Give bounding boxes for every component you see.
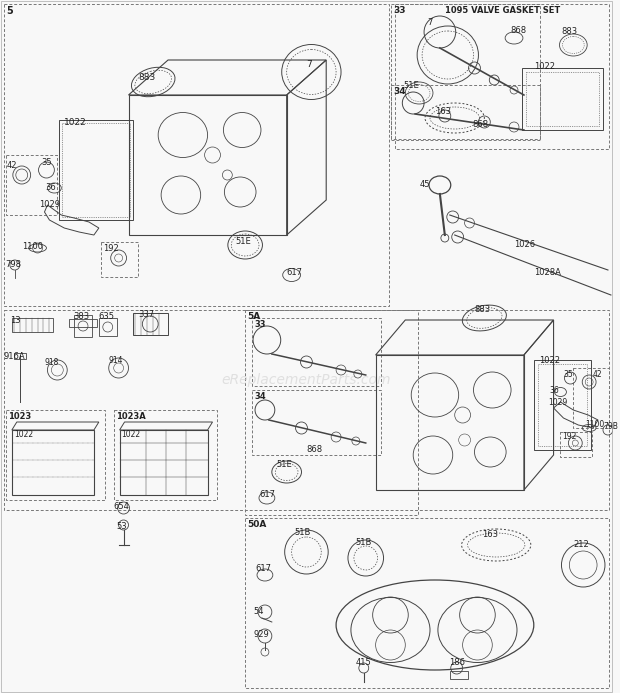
Bar bbox=[62, 123, 130, 217]
Text: 1029: 1029 bbox=[549, 398, 568, 407]
Bar bbox=[534, 360, 591, 450]
Bar bbox=[538, 364, 587, 446]
Bar bbox=[14, 353, 25, 359]
Bar bbox=[574, 368, 609, 428]
Text: 34: 34 bbox=[394, 87, 406, 96]
Text: 51E: 51E bbox=[277, 460, 293, 469]
Text: 1095 VALVE GASKET SET: 1095 VALVE GASKET SET bbox=[445, 6, 560, 15]
Text: 50A: 50A bbox=[247, 520, 267, 529]
Text: 617: 617 bbox=[255, 564, 271, 573]
Bar bbox=[450, 671, 467, 679]
Text: 192: 192 bbox=[562, 432, 577, 441]
Text: 635: 635 bbox=[99, 312, 115, 321]
Text: 1022: 1022 bbox=[122, 430, 141, 439]
Text: 916A: 916A bbox=[4, 352, 25, 361]
Bar bbox=[252, 318, 381, 386]
Bar bbox=[6, 410, 105, 500]
Text: 51E: 51E bbox=[235, 237, 251, 246]
Text: 51E: 51E bbox=[404, 81, 419, 90]
Text: 1023A: 1023A bbox=[116, 412, 146, 421]
Text: 53: 53 bbox=[117, 522, 127, 531]
Text: 617: 617 bbox=[259, 490, 275, 499]
Bar bbox=[391, 85, 540, 140]
Text: 33: 33 bbox=[394, 6, 406, 15]
Text: 35: 35 bbox=[42, 158, 52, 167]
Bar bbox=[4, 4, 389, 306]
Text: 1100: 1100 bbox=[22, 242, 43, 251]
Text: 5A: 5A bbox=[247, 312, 260, 321]
Bar bbox=[252, 390, 381, 455]
Text: 868: 868 bbox=[510, 26, 526, 35]
Text: 1026: 1026 bbox=[514, 240, 535, 249]
Text: 929: 929 bbox=[253, 630, 269, 639]
Bar bbox=[133, 313, 168, 335]
Text: 883: 883 bbox=[474, 305, 490, 314]
Text: 1023: 1023 bbox=[8, 412, 31, 421]
Text: 1028A: 1028A bbox=[534, 268, 560, 277]
Bar bbox=[113, 410, 218, 500]
Text: 914: 914 bbox=[108, 356, 123, 365]
Text: 5: 5 bbox=[6, 6, 12, 16]
Text: 1022: 1022 bbox=[14, 430, 33, 439]
Bar bbox=[560, 432, 592, 457]
Text: 1022: 1022 bbox=[64, 118, 87, 127]
Text: 35: 35 bbox=[564, 370, 574, 379]
Text: 1022: 1022 bbox=[539, 356, 560, 365]
Text: 42: 42 bbox=[7, 161, 17, 170]
Text: 617: 617 bbox=[286, 268, 303, 277]
Text: 883: 883 bbox=[138, 73, 156, 82]
Bar bbox=[101, 242, 138, 277]
Bar bbox=[6, 155, 57, 215]
Bar bbox=[12, 318, 53, 332]
Text: 1029: 1029 bbox=[40, 200, 61, 209]
Bar bbox=[74, 315, 92, 337]
Text: 1022: 1022 bbox=[534, 62, 555, 71]
Text: 918: 918 bbox=[45, 358, 59, 367]
Text: 868: 868 bbox=[306, 445, 322, 454]
Text: 883: 883 bbox=[562, 27, 578, 36]
Bar bbox=[4, 310, 609, 510]
Text: 36: 36 bbox=[45, 183, 56, 192]
Text: 798: 798 bbox=[5, 260, 21, 269]
Text: eReplacementParts.com: eReplacementParts.com bbox=[222, 373, 391, 387]
Text: 34: 34 bbox=[254, 392, 266, 401]
Text: 79B: 79B bbox=[603, 422, 618, 431]
Bar bbox=[69, 319, 97, 327]
Text: 51B: 51B bbox=[294, 528, 311, 537]
Bar bbox=[245, 310, 418, 515]
Bar bbox=[396, 4, 609, 149]
Text: 415: 415 bbox=[356, 658, 371, 667]
Text: 54: 54 bbox=[253, 607, 264, 616]
Bar bbox=[245, 518, 609, 688]
Text: 383: 383 bbox=[73, 312, 89, 321]
Bar bbox=[522, 68, 603, 130]
Text: 337: 337 bbox=[138, 310, 154, 319]
Text: 33: 33 bbox=[254, 320, 265, 329]
Text: 163: 163 bbox=[435, 107, 451, 116]
Text: 212: 212 bbox=[574, 540, 589, 549]
Text: 42: 42 bbox=[593, 370, 603, 379]
Bar bbox=[99, 318, 117, 336]
Text: 45: 45 bbox=[420, 180, 431, 189]
Text: 163: 163 bbox=[482, 530, 498, 539]
Bar bbox=[391, 4, 540, 139]
Text: 654: 654 bbox=[113, 502, 130, 511]
Bar bbox=[60, 120, 133, 220]
Bar bbox=[526, 72, 599, 126]
Text: 7: 7 bbox=[306, 60, 312, 69]
Text: 186: 186 bbox=[449, 658, 465, 667]
Text: 7: 7 bbox=[427, 18, 432, 27]
Text: 192: 192 bbox=[103, 244, 118, 253]
Text: 13: 13 bbox=[10, 316, 20, 325]
Text: 1100: 1100 bbox=[585, 420, 604, 429]
Text: 51B: 51B bbox=[356, 538, 372, 547]
Text: 868: 868 bbox=[472, 120, 489, 129]
Text: 36: 36 bbox=[549, 386, 559, 395]
